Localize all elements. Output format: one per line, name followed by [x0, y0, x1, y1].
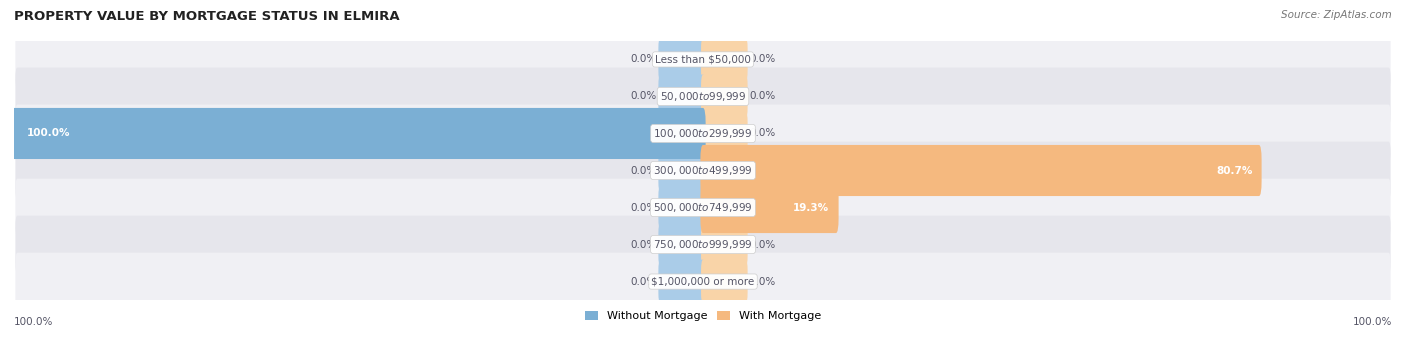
FancyBboxPatch shape	[15, 105, 1391, 162]
FancyBboxPatch shape	[658, 38, 704, 81]
Text: 0.0%: 0.0%	[631, 165, 657, 176]
FancyBboxPatch shape	[658, 223, 704, 266]
FancyBboxPatch shape	[700, 145, 1261, 196]
FancyBboxPatch shape	[700, 182, 838, 233]
FancyBboxPatch shape	[15, 253, 1391, 310]
Text: $100,000 to $299,999: $100,000 to $299,999	[654, 127, 752, 140]
FancyBboxPatch shape	[702, 186, 748, 229]
FancyBboxPatch shape	[658, 260, 704, 303]
Text: 0.0%: 0.0%	[631, 55, 657, 64]
Text: PROPERTY VALUE BY MORTGAGE STATUS IN ELMIRA: PROPERTY VALUE BY MORTGAGE STATUS IN ELM…	[14, 10, 399, 23]
Legend: Without Mortgage, With Mortgage: Without Mortgage, With Mortgage	[581, 306, 825, 326]
FancyBboxPatch shape	[702, 260, 748, 303]
FancyBboxPatch shape	[658, 186, 704, 229]
Text: 0.0%: 0.0%	[631, 203, 657, 212]
Text: 0.0%: 0.0%	[749, 239, 775, 250]
FancyBboxPatch shape	[11, 108, 706, 159]
FancyBboxPatch shape	[658, 149, 704, 192]
FancyBboxPatch shape	[702, 223, 748, 266]
FancyBboxPatch shape	[702, 112, 748, 155]
FancyBboxPatch shape	[702, 38, 748, 81]
Text: $50,000 to $99,999: $50,000 to $99,999	[659, 90, 747, 103]
Text: 100.0%: 100.0%	[1353, 317, 1392, 327]
Text: 0.0%: 0.0%	[631, 239, 657, 250]
Text: $750,000 to $999,999: $750,000 to $999,999	[654, 238, 752, 251]
Text: 100.0%: 100.0%	[27, 129, 70, 138]
Text: 0.0%: 0.0%	[749, 277, 775, 286]
Text: 0.0%: 0.0%	[631, 277, 657, 286]
FancyBboxPatch shape	[702, 149, 748, 192]
FancyBboxPatch shape	[658, 75, 704, 118]
Text: 0.0%: 0.0%	[749, 91, 775, 102]
Text: 0.0%: 0.0%	[631, 91, 657, 102]
Text: 0.0%: 0.0%	[749, 129, 775, 138]
Text: Source: ZipAtlas.com: Source: ZipAtlas.com	[1281, 10, 1392, 20]
FancyBboxPatch shape	[702, 75, 748, 118]
Text: $500,000 to $749,999: $500,000 to $749,999	[654, 201, 752, 214]
FancyBboxPatch shape	[15, 142, 1391, 199]
FancyBboxPatch shape	[658, 112, 704, 155]
Text: 80.7%: 80.7%	[1216, 165, 1253, 176]
Text: 0.0%: 0.0%	[749, 55, 775, 64]
FancyBboxPatch shape	[15, 179, 1391, 236]
Text: 100.0%: 100.0%	[14, 317, 53, 327]
Text: Less than $50,000: Less than $50,000	[655, 55, 751, 64]
Text: $1,000,000 or more: $1,000,000 or more	[651, 277, 755, 286]
FancyBboxPatch shape	[15, 68, 1391, 125]
Text: 19.3%: 19.3%	[793, 203, 830, 212]
FancyBboxPatch shape	[15, 216, 1391, 273]
Text: $300,000 to $499,999: $300,000 to $499,999	[654, 164, 752, 177]
FancyBboxPatch shape	[15, 31, 1391, 88]
